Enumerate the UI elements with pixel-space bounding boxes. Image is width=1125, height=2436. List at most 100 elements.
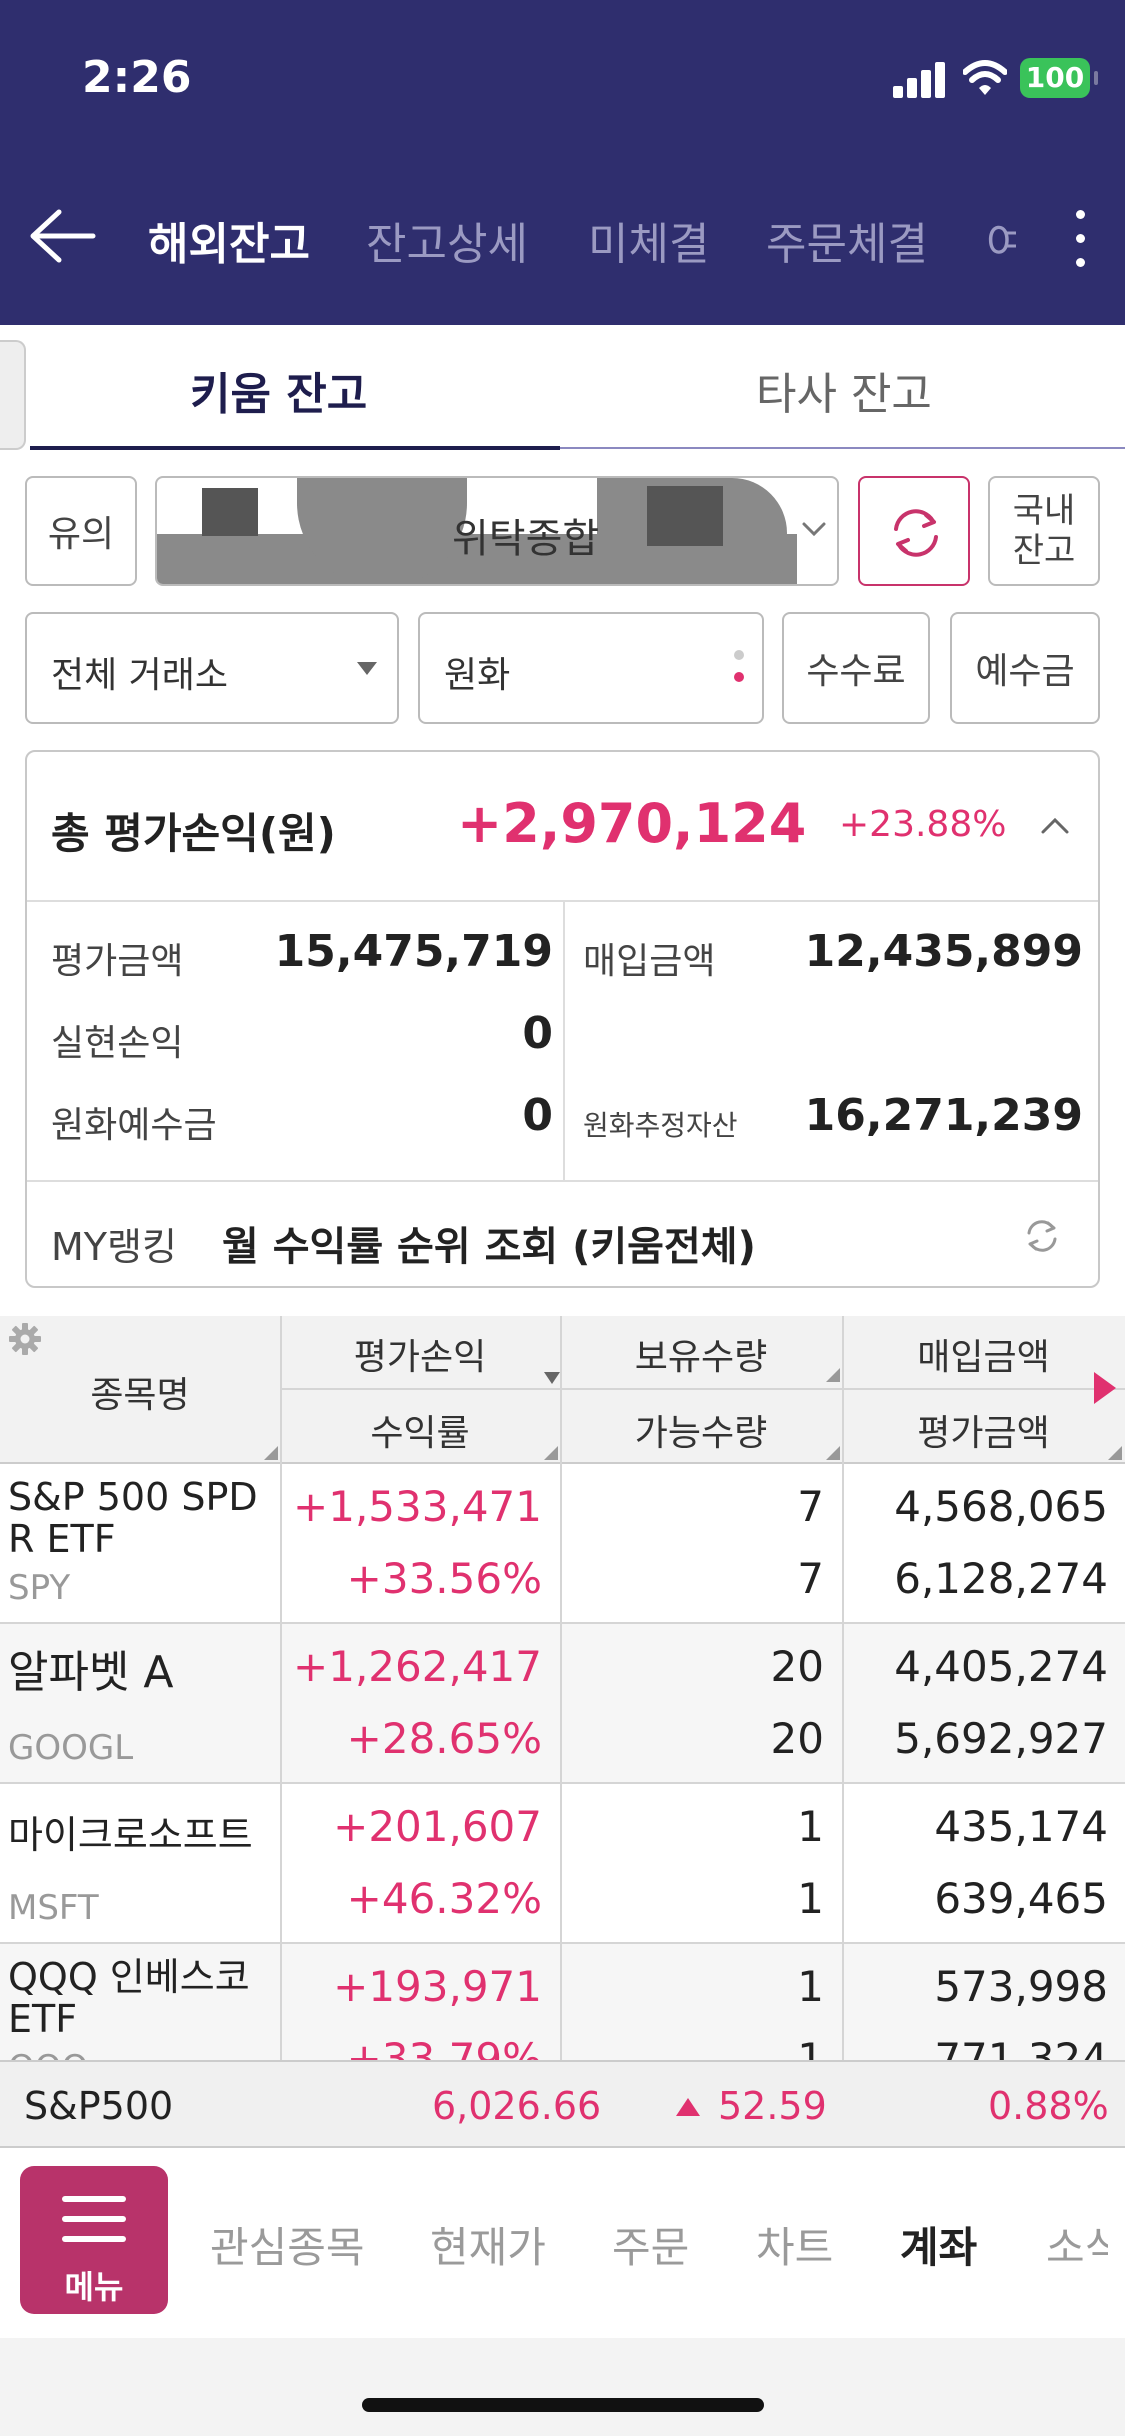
row-pl: +193,971 — [333, 1962, 542, 2011]
subtab-active-indicator — [30, 446, 560, 450]
balance-subtabs — [0, 325, 1125, 450]
tab-more-cut[interactable]: 여 — [986, 219, 1016, 270]
tab-other-broker-balance[interactable]: 타사 잔고 — [756, 369, 932, 420]
row-avail-qty: 20 — [770, 1714, 824, 1763]
nav-account[interactable]: 계좌 — [900, 2223, 978, 2272]
refresh-icon — [894, 509, 938, 557]
scroll-right-arrow-icon[interactable] — [1094, 1372, 1116, 1404]
total-pl-rate: +23.88% — [839, 804, 1007, 845]
deposit-button[interactable]: 예수금 — [950, 612, 1100, 724]
row-buy-amount: 573,998 — [934, 1962, 1108, 2011]
nav-order[interactable]: 주문 — [612, 2223, 690, 2272]
row-rate: +28.65% — [346, 1714, 542, 1763]
tab-order-filled[interactable]: 주문체결 — [766, 219, 928, 270]
col-header-pl[interactable]: 평가손익 — [353, 1337, 487, 1378]
menu-label: 메뉴 — [64, 2268, 124, 2306]
signal-icon — [893, 62, 947, 98]
row-buy-amount: 4,568,065 — [894, 1482, 1108, 1531]
tab-kiwoom-balance[interactable]: 키움 잔고 — [190, 369, 368, 420]
column-divider — [280, 1316, 282, 1464]
col-header-avail-qty[interactable]: 가능수량 — [634, 1413, 768, 1454]
col-header-name[interactable]: 종목명 — [90, 1375, 190, 1416]
hamburger-icon — [62, 2236, 126, 2242]
table-row[interactable]: 알파벳 A GOOGL +1,262,417 +28.65% 20 20 4,4… — [0, 1624, 1125, 1784]
dropdown-arrow-icon — [357, 662, 377, 675]
row-avail-qty: 1 — [797, 2034, 824, 2060]
row-eval-amount: 6,128,274 — [894, 1554, 1108, 1603]
col-header-eval-amount[interactable]: 평가금액 — [917, 1413, 1050, 1454]
stock-ticker: GOOGL — [8, 1728, 134, 1768]
column-divider — [280, 1464, 282, 1624]
row-rate: +33.56% — [346, 1554, 542, 1603]
stock-ticker: SPY — [8, 1568, 71, 1608]
redaction-mask — [202, 488, 258, 536]
summary-header[interactable]: 총 평가손익(원) +2,970,124 +23.88% — [27, 752, 1098, 902]
chevron-up-icon[interactable] — [1039, 814, 1071, 838]
exchange-select-label: 전체 거래소 — [51, 655, 229, 696]
column-divider — [842, 1624, 844, 1784]
stock-name: QQQ 인베스코 ETF — [8, 1955, 250, 2041]
table-row[interactable]: 마이크로소프트 MSFT +201,607 +46.32% 1 1 435,17… — [0, 1784, 1125, 1944]
row-rate: +46.32% — [346, 1874, 542, 1923]
refresh-icon[interactable] — [1022, 1216, 1062, 1256]
stock-ticker: MSFT — [8, 1888, 99, 1928]
nav-watchlist[interactable]: 관심종목 — [210, 2223, 365, 2272]
index-ticker-bar[interactable]: S&P500 6,026.66 52.59 0.88% — [0, 2060, 1125, 2148]
nav-chart[interactable]: 차트 — [756, 2223, 834, 2272]
row-eval-amount: 771,324 — [934, 2034, 1108, 2060]
my-ranking-link[interactable]: 월 수익률 순위 조회 (키움전체) — [222, 1224, 756, 1270]
total-pl-label: 총 평가손익(원) — [51, 809, 336, 858]
eval-amount-value: 15,475,719 — [274, 926, 553, 977]
notice-button[interactable]: 유의 — [25, 476, 137, 586]
table-row[interactable]: S&P 500 SPD R ETF SPY +1,533,471 +33.56%… — [0, 1464, 1125, 1624]
col-header-buy-amount[interactable]: 매입금액 — [917, 1337, 1050, 1378]
realized-pl-value: 0 — [522, 1008, 553, 1059]
back-arrow-icon[interactable] — [25, 200, 97, 272]
currency-select[interactable]: 원화 — [418, 612, 764, 724]
krw-deposit-label: 원화예수금 — [51, 1105, 217, 1146]
tab-balance-detail[interactable]: 잔고상세 — [366, 219, 528, 270]
column-divider — [280, 1944, 282, 2060]
battery-icon: 100 — [1020, 58, 1098, 98]
index-change-rate: 0.88% — [988, 2084, 1109, 2128]
column-divider — [842, 1316, 844, 1464]
redaction-mask — [297, 478, 467, 584]
row-qty: 20 — [770, 1642, 824, 1691]
buy-amount-label: 매입금액 — [583, 941, 716, 982]
subtab-divider — [30, 447, 1125, 449]
sort-corner-icon — [544, 1446, 558, 1460]
column-divider — [560, 1624, 562, 1784]
nav-current-price[interactable]: 현재가 — [430, 2223, 546, 2272]
row-buy-amount: 435,174 — [934, 1802, 1108, 1851]
stock-name: 알파벳 A — [8, 1647, 174, 1698]
bottom-navigation: 메뉴 관심종목 현재가 주문 차트 계좌 소식 — [0, 2148, 1125, 2338]
eval-amount-label: 평가금액 — [51, 941, 184, 982]
my-ranking-row[interactable]: MY랭킹 월 수익률 순위 조회 (키움전체) — [27, 1180, 1098, 1288]
menu-button[interactable]: 메뉴 — [20, 2166, 168, 2314]
nav-news[interactable]: 소식 — [1046, 2223, 1108, 2272]
status-time: 2:26 — [82, 52, 192, 103]
domestic-balance-button[interactable]: 국내 잔고 — [988, 476, 1100, 586]
sort-desc-icon[interactable] — [544, 1372, 560, 1384]
refresh-button[interactable] — [858, 476, 970, 586]
tab-unfilled[interactable]: 미체결 — [588, 219, 710, 270]
col-header-qty[interactable]: 보유수량 — [634, 1337, 768, 1378]
gear-icon[interactable] — [8, 1322, 42, 1356]
table-row[interactable]: QQQ 인베스코 ETF QQQ +193,971 +33.79% 1 1 57… — [0, 1944, 1125, 2060]
col-header-rate[interactable]: 수익률 — [370, 1413, 470, 1454]
tab-overseas-balance[interactable]: 해외잔고 — [148, 219, 310, 270]
home-indicator[interactable] — [362, 2398, 764, 2412]
column-divider — [560, 1944, 562, 2060]
column-divider — [280, 1784, 282, 1944]
side-drawer-handle[interactable] — [0, 340, 26, 450]
currency-select-label: 원화 — [444, 655, 511, 696]
realized-pl-label: 실현손익 — [51, 1023, 184, 1064]
fee-button[interactable]: 수수료 — [782, 612, 930, 724]
sort-corner-icon — [826, 1368, 840, 1382]
column-divider — [842, 1784, 844, 1944]
account-select[interactable]: 위탁종합 — [155, 476, 839, 586]
exchange-select[interactable]: 전체 거래소 — [25, 612, 399, 724]
row-qty: 1 — [797, 1802, 824, 1851]
wifi-icon — [963, 60, 1007, 95]
more-options-icon[interactable] — [1060, 200, 1100, 280]
